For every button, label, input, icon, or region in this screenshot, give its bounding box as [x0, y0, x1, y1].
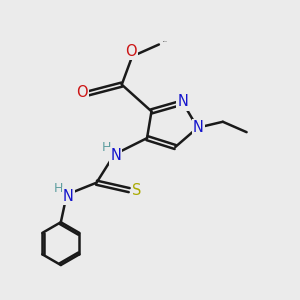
- Text: N: N: [177, 94, 188, 110]
- Text: N: N: [110, 148, 121, 164]
- Text: S: S: [132, 183, 141, 198]
- Text: methyl: methyl: [162, 40, 167, 41]
- Text: O: O: [76, 85, 88, 100]
- Text: H: H: [54, 182, 63, 194]
- Text: O: O: [125, 44, 136, 59]
- Text: N: N: [193, 120, 204, 135]
- Text: H: H: [101, 141, 111, 154]
- Text: N: N: [63, 189, 74, 204]
